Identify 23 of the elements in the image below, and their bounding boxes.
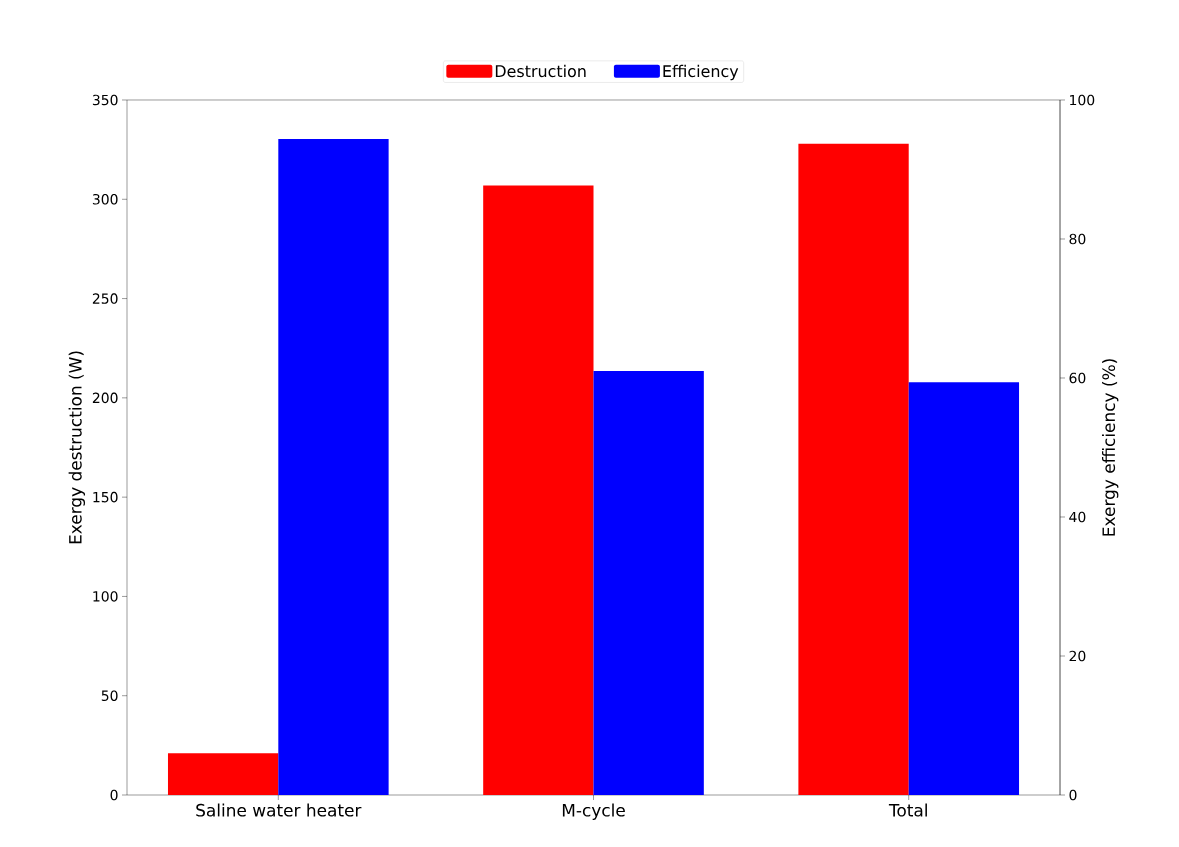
y-tick-label: 250 — [92, 293, 118, 304]
y2-tick-label: 80 — [1069, 233, 1086, 245]
y2-tick-label: 0 — [1069, 789, 1077, 801]
bar — [167, 753, 279, 795]
y2-tick-label: 100 — [1070, 94, 1095, 106]
y2-tick-label: 20 — [1069, 650, 1086, 662]
legend-label: Destruction — [495, 64, 586, 78]
y2-axis-title: Exergy efficiency (%) — [1101, 359, 1119, 536]
y2-tick-label: 40 — [1069, 511, 1086, 523]
x-tick-label: Total — [888, 803, 927, 817]
y-tick-label: 150 — [93, 491, 118, 503]
y-tick-label: 200 — [92, 392, 118, 404]
x-tick-label: Saline water heater — [196, 803, 362, 817]
y-tick-label: 100 — [93, 591, 118, 602]
x-tick-label: M-cycle — [562, 803, 625, 820]
y2-tick-label: 60 — [1069, 372, 1086, 384]
bar — [278, 138, 389, 795]
y-tick-label: 350 — [92, 94, 118, 106]
y-tick-label: 0 — [110, 789, 118, 801]
legend-label: Efficiency — [663, 64, 739, 81]
y-tick-label: 50 — [101, 690, 118, 701]
y-tick-label: 300 — [92, 194, 118, 205]
y-axis-title: Exergy destruction (W) — [68, 351, 86, 544]
